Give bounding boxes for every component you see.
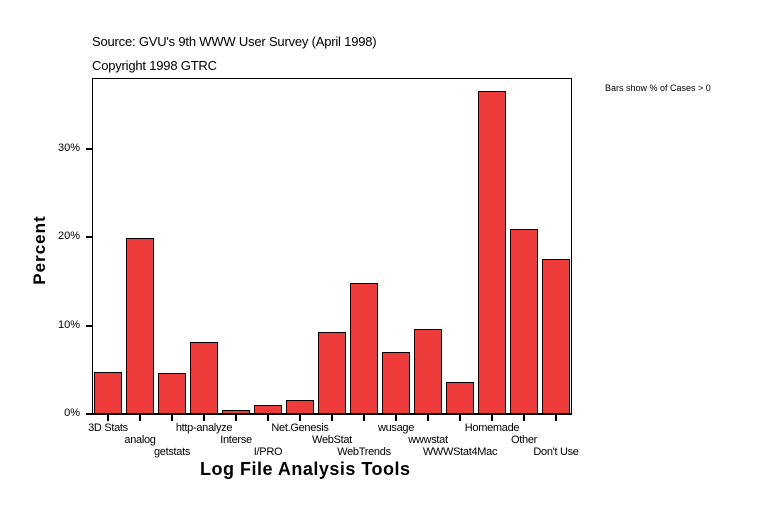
bar xyxy=(510,229,538,414)
bar xyxy=(158,373,186,414)
x-tick-label: wusage xyxy=(377,422,415,434)
bar xyxy=(446,382,474,414)
y-tick-label: 10% xyxy=(57,318,80,331)
bar xyxy=(318,332,346,414)
y-tick xyxy=(86,413,93,415)
x-tick-label: Other xyxy=(510,434,538,446)
x-tick xyxy=(203,415,205,421)
plot-area xyxy=(92,78,572,414)
bar xyxy=(286,400,314,414)
x-tick xyxy=(139,415,141,421)
bar xyxy=(222,410,250,414)
x-tick xyxy=(235,415,237,421)
x-tick-label: WebStat xyxy=(312,434,352,446)
y-axis-title: Percent xyxy=(30,215,49,285)
x-tick-label: Don't Use xyxy=(533,446,579,458)
y-tick-label: 30% xyxy=(57,141,80,154)
y-tick xyxy=(86,324,93,327)
x-tick xyxy=(363,415,365,421)
chart-source: Source: GVU's 9th WWW User Survey (April… xyxy=(92,34,377,49)
bar xyxy=(254,405,282,414)
x-axis-title: Log File Analysis Tools xyxy=(200,459,411,479)
bar xyxy=(542,259,570,414)
x-axis-line xyxy=(86,413,572,415)
x-tick xyxy=(427,415,429,421)
x-tick-label: wwwstat xyxy=(408,434,448,446)
chart-copyright: Copyright 1998 GTRC xyxy=(92,58,217,73)
x-tick-label: 3D Stats xyxy=(88,422,128,434)
x-tick xyxy=(331,415,333,421)
bar xyxy=(350,283,378,414)
y-tick-label: 0% xyxy=(64,407,80,419)
bar xyxy=(382,352,410,414)
x-tick-label: http-analyze xyxy=(175,422,233,434)
x-tick-label: getstats xyxy=(153,446,191,458)
x-tick-label: analog xyxy=(124,434,156,446)
x-tick xyxy=(555,415,557,421)
x-tick xyxy=(395,415,397,421)
x-tick xyxy=(171,415,173,421)
bar xyxy=(414,329,442,414)
chart-note: Bars show % of Cases > 0 xyxy=(605,83,711,93)
bar xyxy=(478,91,506,414)
x-tick-label: Interse xyxy=(220,434,252,446)
x-tick xyxy=(459,415,461,421)
bar xyxy=(126,238,154,414)
y-tick xyxy=(86,236,93,238)
x-tick xyxy=(267,415,269,421)
x-tick-label: WWWStat4Mac xyxy=(422,446,498,458)
x-tick-label: WebTrends xyxy=(337,446,391,458)
x-tick xyxy=(523,415,525,421)
y-tick-label: 20% xyxy=(57,230,80,242)
y-tick xyxy=(86,147,93,150)
x-tick xyxy=(491,415,493,421)
x-tick xyxy=(107,415,109,421)
bar xyxy=(94,372,122,414)
x-tick-label: Net.Genesis xyxy=(271,422,329,434)
x-tick-label: I/PRO xyxy=(253,446,283,458)
x-tick-label: Homemade xyxy=(464,422,520,434)
bar xyxy=(190,342,218,414)
x-tick xyxy=(299,415,301,421)
